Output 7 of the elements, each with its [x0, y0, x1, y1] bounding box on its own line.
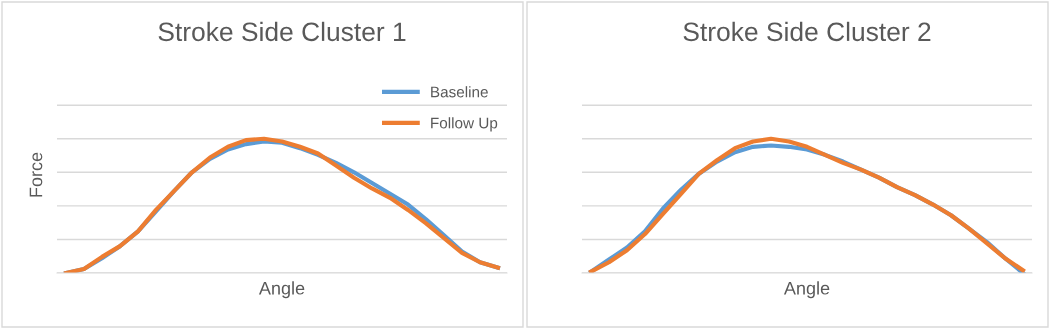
- x-axis-title: Angle: [783, 281, 830, 299]
- chart-title: Stroke Side Cluster 2: [683, 21, 931, 42]
- legend-label: Baseline: [431, 86, 488, 98]
- chart-title: Stroke Side Cluster 1: [158, 21, 406, 42]
- x-axis-title: Angle: [258, 281, 305, 299]
- y-axis-title: Force: [29, 152, 43, 197]
- legend-label: Follow Up: [431, 117, 498, 132]
